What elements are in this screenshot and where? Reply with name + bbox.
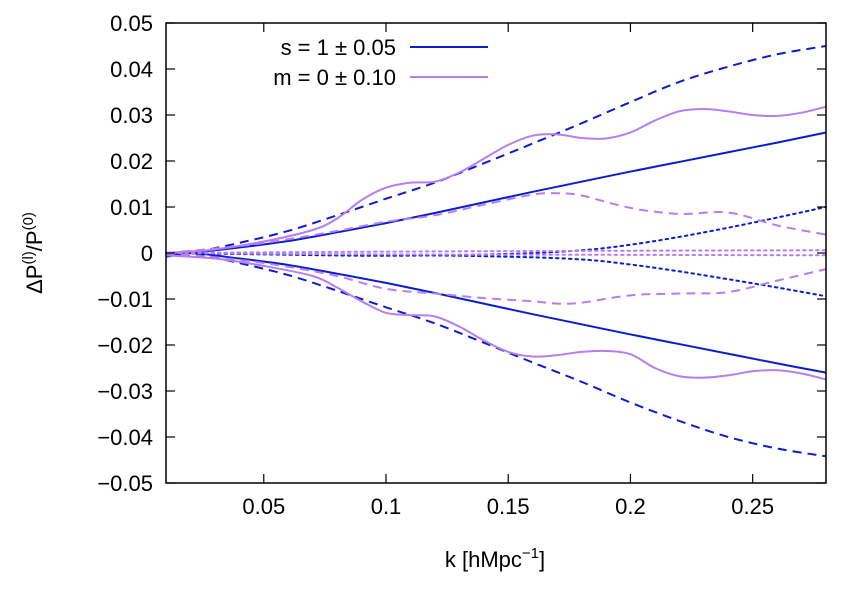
x-tick-label: 0.1 bbox=[371, 494, 402, 519]
series-line-m-solid-7 bbox=[165, 254, 827, 381]
x-tick-label: 0.2 bbox=[615, 494, 646, 519]
y-tick-label: −0.01 bbox=[97, 287, 153, 312]
y-tick-label: 0.05 bbox=[110, 11, 153, 36]
series-line-s-dashed-3 bbox=[165, 251, 827, 458]
y-tick-label: −0.05 bbox=[97, 471, 153, 496]
series-line-s-solid-1 bbox=[165, 251, 827, 374]
plot-lines bbox=[165, 45, 827, 458]
x-axis-label: k [hMpc−1] bbox=[445, 545, 545, 572]
y-tick-label: 0.04 bbox=[110, 57, 153, 82]
y-axis-label: ΔP(l)/P(0) bbox=[20, 212, 47, 294]
y-tick-label: 0.01 bbox=[110, 195, 153, 220]
series-line-s-dashed-2 bbox=[165, 45, 827, 257]
series-line-m-solid-6 bbox=[165, 105, 827, 254]
legend-label-m: m = 0 ± 0.10 bbox=[273, 65, 396, 90]
x-tick-label: 0.15 bbox=[487, 494, 530, 519]
legend: s = 1 ± 0.05 m = 0 ± 0.10 bbox=[273, 35, 488, 90]
y-tick-label: 0.03 bbox=[110, 103, 153, 128]
axis-ticks: 0.05 0.1 0.15 0.2 0.25 −0.05 −0.04 −0.03 −0.02 −0… bbox=[97, 11, 826, 519]
series-line-s-dotted-5 bbox=[165, 252, 827, 298]
y-tick-label: 0.02 bbox=[110, 149, 153, 174]
y-tick-label: −0.03 bbox=[97, 379, 153, 404]
x-tick-label: 0.25 bbox=[731, 494, 774, 519]
y-tick-label: 0 bbox=[141, 241, 153, 266]
x-tick-label: 0.05 bbox=[242, 494, 285, 519]
y-tick-label: −0.04 bbox=[97, 425, 153, 450]
series-line-s-solid-0 bbox=[165, 131, 827, 258]
y-tick-label: −0.02 bbox=[97, 333, 153, 358]
legend-label-s: s = 1 ± 0.05 bbox=[281, 35, 396, 60]
